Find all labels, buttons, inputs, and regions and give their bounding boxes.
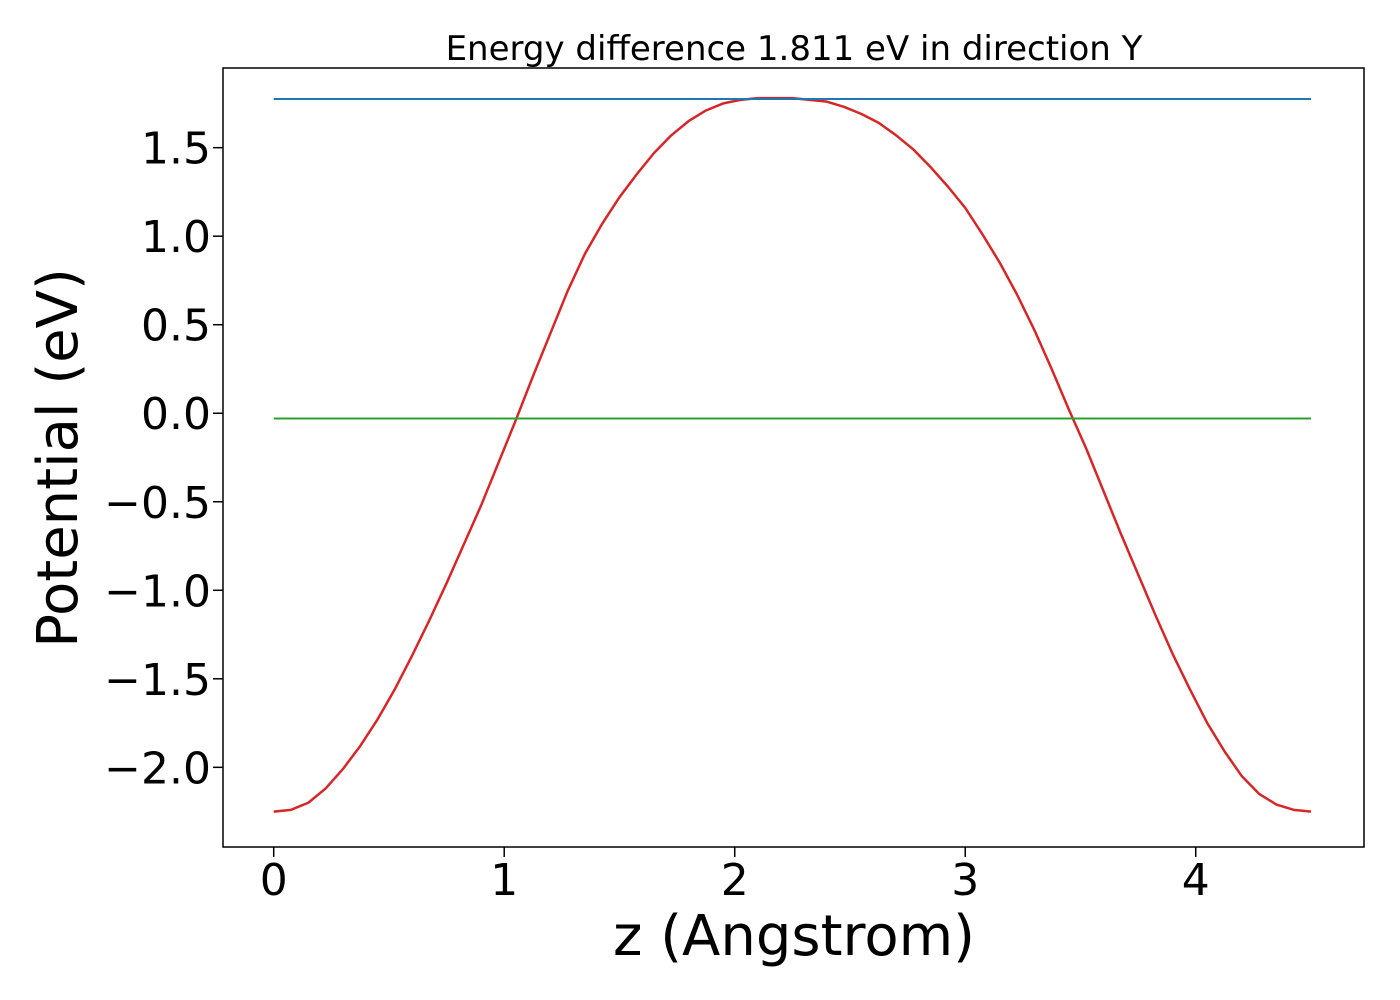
potential-curve-line xyxy=(273,96,1312,813)
x-tick-label: 2 xyxy=(721,855,749,906)
plot-frame xyxy=(222,67,1365,848)
x-tick-label: 3 xyxy=(951,855,979,906)
y-tick-label: 0.5 xyxy=(141,301,211,352)
x-tick-label: 0 xyxy=(260,855,288,906)
y-tick-label: −0.5 xyxy=(104,478,211,529)
chart-title: Energy difference 1.811 eV in direction … xyxy=(446,29,1143,69)
y-tick-label: −2.0 xyxy=(104,743,211,794)
x-tick-label: 1 xyxy=(490,855,518,906)
y-axis-ticks: −2.0 −1.5 −1.0 −0.5 0.0 0.5 1.0 1.5 xyxy=(104,124,223,794)
y-tick-label: −1.0 xyxy=(104,566,211,617)
y-tick-label: 1.5 xyxy=(141,124,211,175)
y-axis-label: Potential (eV) xyxy=(26,268,91,648)
series-layer xyxy=(273,96,1312,813)
x-tick-label: 4 xyxy=(1182,855,1210,906)
y-tick-label: −1.5 xyxy=(104,655,211,706)
x-axis-label: z (Angstrom) xyxy=(613,904,975,969)
y-tick-label: 0.0 xyxy=(141,389,211,440)
y-tick-label: 1.0 xyxy=(141,212,211,263)
x-axis-ticks: 0 1 2 3 4 xyxy=(260,847,1210,906)
